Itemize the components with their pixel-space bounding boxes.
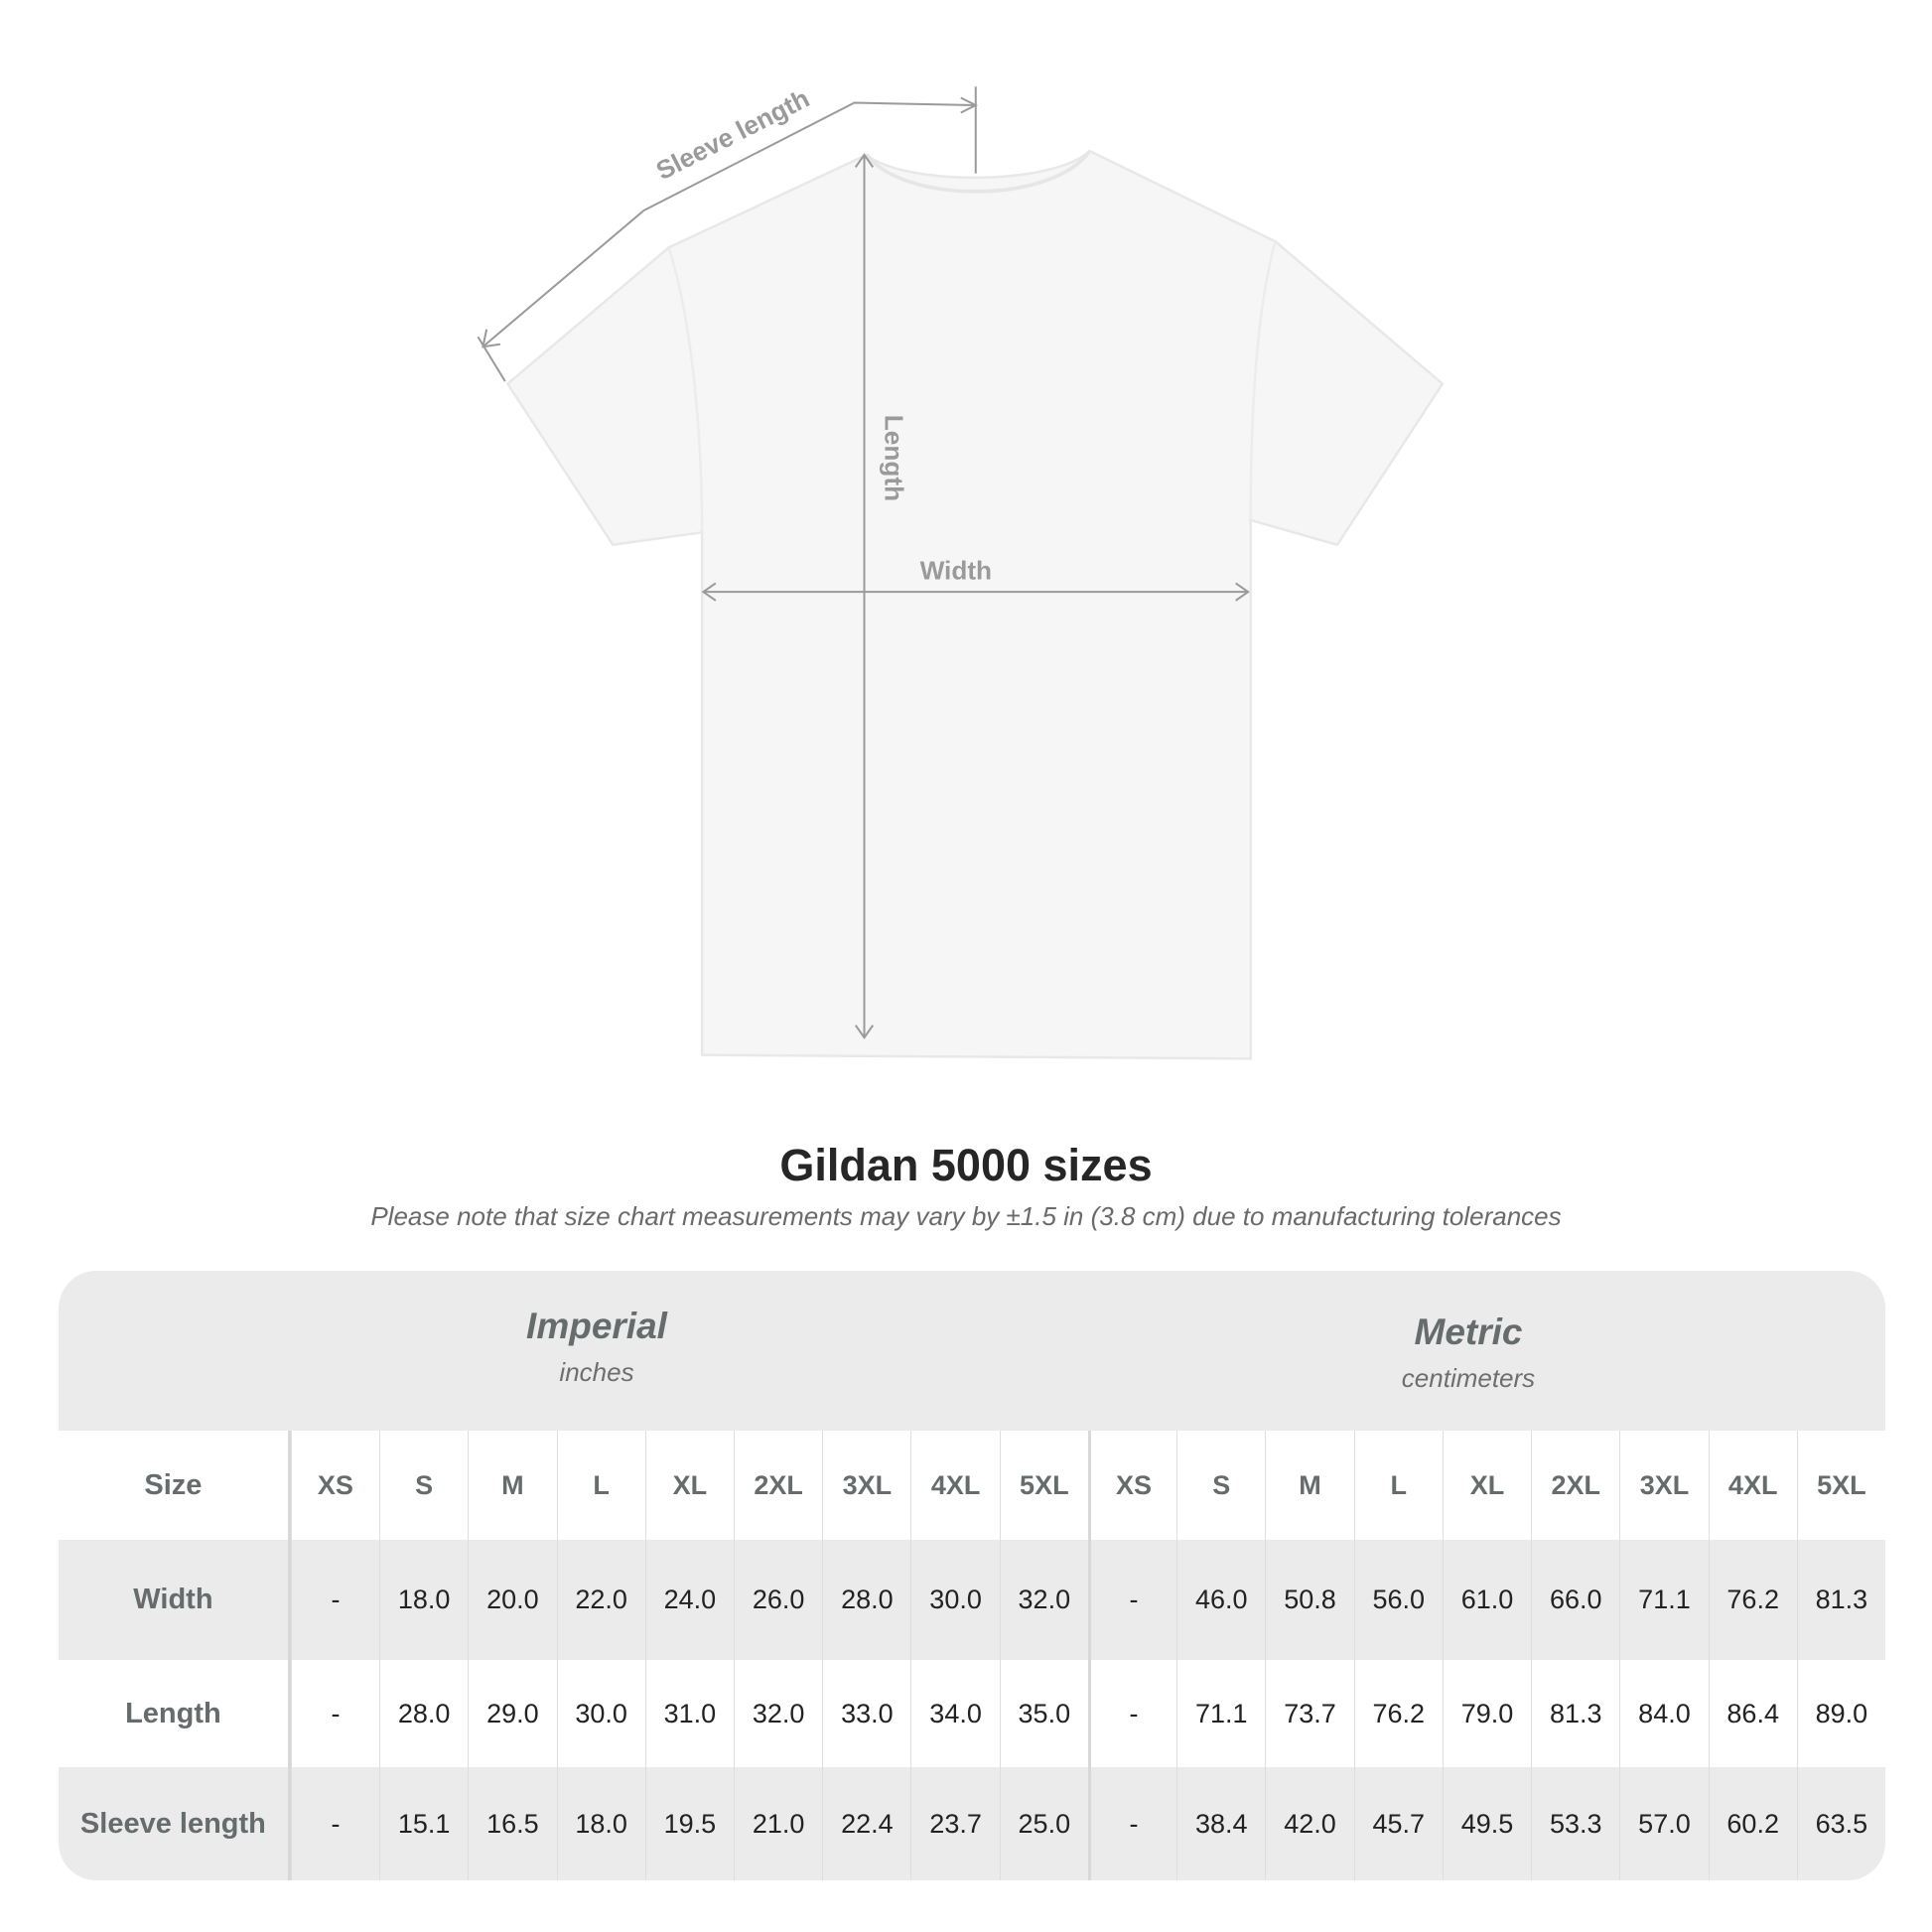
table-row: Sleeve length -15.1 16.5 18.0 19.5 21.0 22.4 23… — [59, 1767, 1885, 1880]
imperial-value-cell: 15.1 — [379, 1767, 468, 1880]
sleeve-length-line — [482, 101, 976, 347]
table-row: Length -28.0 29.0 30.0 31.0 32.0 33.0 34.0 35.0-… — [59, 1660, 1885, 1767]
imperial-title: Imperial — [526, 1306, 667, 1346]
imperial-value-cell: 30.0 — [556, 1660, 645, 1767]
imperial-size-l: L — [556, 1431, 645, 1540]
metric-value-cell: - — [1087, 1767, 1176, 1880]
imperial-value-cell: - — [290, 1660, 379, 1767]
metric-value-cell: 81.3 — [1796, 1540, 1885, 1660]
imperial-value-cell: 25.0 — [999, 1767, 1088, 1880]
imperial-value-cell: 19.5 — [644, 1767, 734, 1880]
imperial-value-cell: 31.0 — [644, 1660, 734, 1767]
length-label: Length — [880, 415, 909, 501]
metric-size-m: M — [1265, 1431, 1353, 1540]
size-header-label: Size — [59, 1431, 291, 1540]
metric-value-cell: 73.7 — [1265, 1660, 1353, 1767]
imperial-value-cell: 20.0 — [468, 1540, 556, 1660]
metric-value-cell: 71.1 — [1176, 1660, 1265, 1767]
imperial-value-cell: 30.0 — [910, 1540, 999, 1660]
size-table: Imperial inches Metric centimeters Size X… — [59, 1271, 1885, 1880]
size-row: Size XS S M L XL 2XL 3XL 4XL 5XL XS S M L XL 2XL 3XL 4XL 5… — [59, 1431, 1885, 1540]
metric-value-cell: 53.3 — [1531, 1767, 1619, 1880]
metric-value-cell: 42.0 — [1265, 1767, 1353, 1880]
imperial-size-5xl: 5XL — [999, 1431, 1088, 1540]
imperial-value-cell: 23.7 — [910, 1767, 999, 1880]
imperial-size-xs: XS — [290, 1431, 379, 1540]
metric-size-s: S — [1176, 1431, 1265, 1540]
metric-value-cell: 89.0 — [1796, 1660, 1885, 1767]
metric-size-4xl: 4XL — [1708, 1431, 1797, 1540]
metric-value-cell: 76.2 — [1708, 1540, 1797, 1660]
metric-value-cell: 79.0 — [1442, 1660, 1531, 1767]
imperial-value-cell: 18.0 — [379, 1540, 468, 1660]
imperial-size-2xl: 2XL — [734, 1431, 822, 1540]
metric-value-cell: 60.2 — [1708, 1767, 1797, 1880]
metric-value-cell: 49.5 — [1442, 1767, 1531, 1880]
metric-value-cell: 61.0 — [1442, 1540, 1531, 1660]
imperial-value-cell: 35.0 — [999, 1660, 1088, 1767]
metric-value-cell: 57.0 — [1619, 1767, 1708, 1880]
imperial-heading: Imperial inches — [299, 1306, 895, 1388]
metric-value-cell: 66.0 — [1531, 1540, 1619, 1660]
imperial-size-3xl: 3XL — [822, 1431, 910, 1540]
metric-heading: Metric centimeters — [1171, 1311, 1766, 1394]
imperial-size-xl: XL — [644, 1431, 734, 1540]
metric-title: Metric — [1414, 1311, 1523, 1352]
metric-value-cell: 56.0 — [1353, 1540, 1443, 1660]
imperial-value-cell: 16.5 — [468, 1767, 556, 1880]
metric-size-2xl: 2XL — [1531, 1431, 1619, 1540]
imperial-size-4xl: 4XL — [910, 1431, 999, 1540]
metric-value-cell: - — [1087, 1660, 1176, 1767]
imperial-value-cell: - — [290, 1767, 379, 1880]
metric-value-cell: 63.5 — [1796, 1767, 1885, 1880]
imperial-size-m: M — [468, 1431, 556, 1540]
metric-value-cell: 86.4 — [1708, 1660, 1797, 1767]
metric-unit: centimeters — [1401, 1363, 1536, 1393]
sleeve-length-label: Sleeve length — [651, 83, 814, 186]
metric-value-cell: 71.1 — [1619, 1540, 1708, 1660]
metric-value-cell: 81.3 — [1531, 1660, 1619, 1767]
page-title: Gildan 5000 sizes — [779, 1140, 1153, 1190]
imperial-value-cell: 34.0 — [910, 1660, 999, 1767]
imperial-value-cell: 28.0 — [379, 1660, 468, 1767]
tshirt-measurement-diagram: Sleeve length Length Width — [477, 83, 1445, 1060]
row-label: Length — [59, 1660, 291, 1767]
metric-value-cell: 45.7 — [1353, 1767, 1443, 1880]
imperial-value-cell: 24.0 — [644, 1540, 734, 1660]
metric-size-5xl: 5XL — [1796, 1431, 1885, 1540]
imperial-value-cell: 32.0 — [734, 1660, 822, 1767]
metric-value-cell: 46.0 — [1176, 1540, 1265, 1660]
metric-size-xl: XL — [1442, 1431, 1531, 1540]
row-label: Sleeve length — [59, 1767, 291, 1880]
table-row: Width -18.0 20.0 22.0 24.0 26.0 28.0 30.0 32.0-4… — [59, 1540, 1885, 1660]
imperial-value-cell: - — [290, 1540, 379, 1660]
imperial-value-cell: 32.0 — [999, 1540, 1088, 1660]
metric-value-cell: 50.8 — [1265, 1540, 1353, 1660]
tolerance-note: Please note that size chart measurements… — [370, 1201, 1562, 1231]
imperial-value-cell: 22.0 — [556, 1540, 645, 1660]
imperial-value-cell: 29.0 — [468, 1660, 556, 1767]
imperial-size-s: S — [379, 1431, 468, 1540]
metric-size-3xl: 3XL — [1619, 1431, 1708, 1540]
metric-size-l: L — [1353, 1431, 1443, 1540]
header-band — [59, 1271, 1885, 1431]
metric-size-xs: XS — [1087, 1431, 1176, 1540]
metric-value-cell: 38.4 — [1176, 1767, 1265, 1880]
imperial-value-cell: 28.0 — [822, 1540, 910, 1660]
imperial-value-cell: 33.0 — [822, 1660, 910, 1767]
metric-value-cell: 76.2 — [1353, 1660, 1443, 1767]
imperial-value-cell: 18.0 — [556, 1767, 645, 1880]
imperial-value-cell: 22.4 — [822, 1767, 910, 1880]
metric-value-cell: - — [1087, 1540, 1176, 1660]
row-label: Width — [59, 1540, 291, 1660]
width-label: Width — [920, 556, 992, 586]
imperial-value-cell: 21.0 — [734, 1767, 822, 1880]
metric-value-cell: 84.0 — [1619, 1660, 1708, 1767]
imperial-unit: inches — [559, 1357, 634, 1387]
imperial-value-cell: 26.0 — [734, 1540, 822, 1660]
tshirt-illustration — [505, 149, 1445, 1060]
